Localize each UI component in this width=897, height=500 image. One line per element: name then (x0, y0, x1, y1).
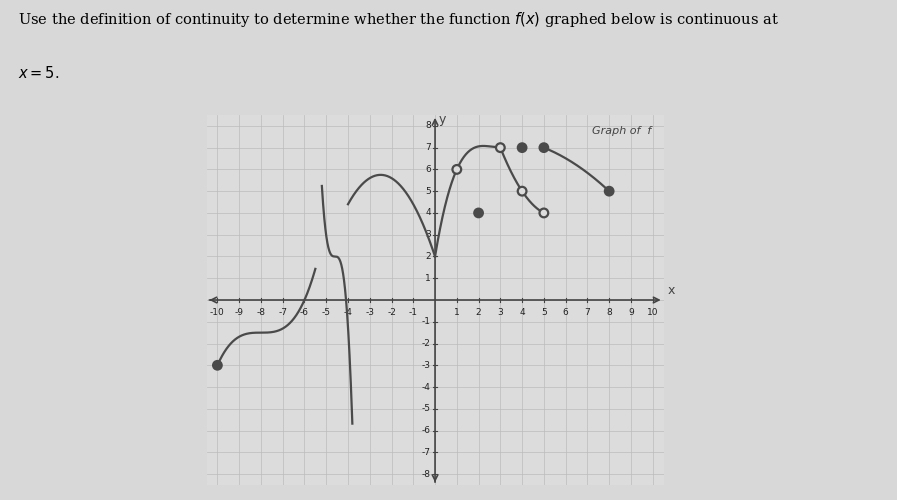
Text: 8: 8 (425, 122, 431, 130)
Circle shape (496, 144, 505, 152)
Text: 2: 2 (425, 252, 431, 261)
Circle shape (539, 208, 548, 218)
Text: -5: -5 (422, 404, 431, 413)
Text: -6: -6 (300, 308, 309, 316)
Text: Graph of  f: Graph of f (592, 126, 651, 136)
Text: 5: 5 (541, 308, 547, 316)
Text: $x = 5$.: $x = 5$. (18, 65, 59, 81)
Text: x: x (668, 284, 675, 296)
Text: 8: 8 (606, 308, 612, 316)
Text: -10: -10 (210, 308, 225, 316)
Text: -4: -4 (344, 308, 353, 316)
Text: -6: -6 (422, 426, 431, 435)
Text: 10: 10 (647, 308, 658, 316)
Text: -7: -7 (422, 448, 431, 457)
Text: 3: 3 (425, 230, 431, 239)
Circle shape (539, 144, 548, 152)
Text: 6: 6 (562, 308, 569, 316)
Circle shape (475, 208, 483, 218)
Text: -2: -2 (422, 339, 431, 348)
Text: -3: -3 (422, 361, 431, 370)
Text: -1: -1 (422, 318, 431, 326)
Text: -8: -8 (257, 308, 266, 316)
Text: y: y (439, 113, 446, 126)
Text: -1: -1 (409, 308, 418, 316)
Text: 9: 9 (628, 308, 634, 316)
Text: -4: -4 (422, 382, 431, 392)
Text: 2: 2 (475, 308, 482, 316)
Text: 1: 1 (425, 274, 431, 282)
Text: 7: 7 (425, 143, 431, 152)
Circle shape (605, 187, 614, 196)
Circle shape (518, 187, 527, 196)
Text: 4: 4 (425, 208, 431, 218)
Text: 4: 4 (519, 308, 525, 316)
Circle shape (518, 144, 527, 152)
Text: 7: 7 (585, 308, 590, 316)
Text: -5: -5 (322, 308, 331, 316)
Text: -2: -2 (388, 308, 396, 316)
Circle shape (452, 165, 461, 174)
Text: -3: -3 (365, 308, 374, 316)
Text: -7: -7 (278, 308, 287, 316)
Text: 5: 5 (425, 186, 431, 196)
Text: 1: 1 (454, 308, 459, 316)
Text: 3: 3 (498, 308, 503, 316)
Text: 6: 6 (425, 165, 431, 174)
Text: -8: -8 (422, 470, 431, 478)
Text: Use the definition of continuity to determine whether the function $f(x)$ graphe: Use the definition of continuity to dete… (18, 10, 779, 29)
Circle shape (213, 361, 222, 370)
Text: -9: -9 (235, 308, 244, 316)
